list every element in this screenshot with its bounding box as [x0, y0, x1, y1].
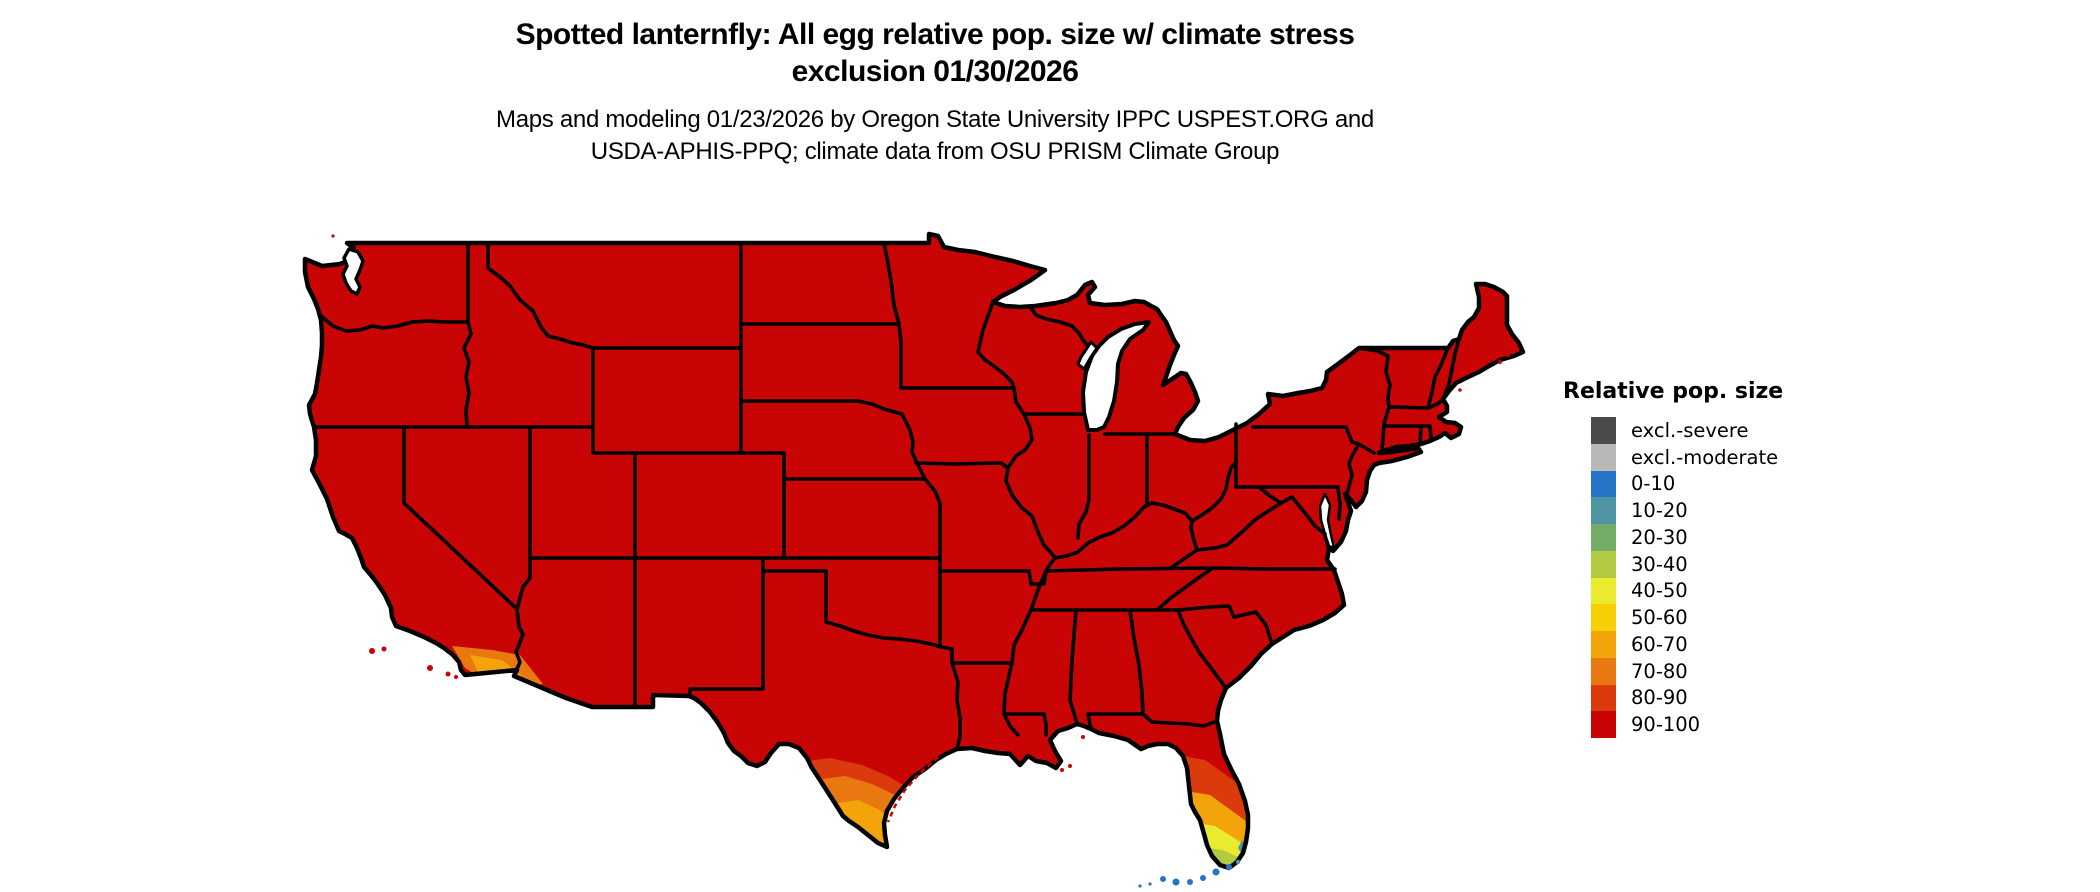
legend-label: 30-40	[1631, 552, 1688, 576]
legend-label: 90-100	[1631, 713, 1701, 737]
legend-swatch	[1591, 604, 1616, 631]
legend-label: 50-60	[1631, 606, 1688, 630]
legend-label: 20-30	[1631, 525, 1688, 549]
legend-row: 90-100	[1591, 711, 1783, 738]
conus-base	[305, 234, 1523, 868]
legend-swatch	[1591, 657, 1616, 685]
legend-swatch	[1591, 524, 1616, 551]
lakes	[341, 247, 1336, 550]
legend-title: Relative pop. size	[1563, 379, 1784, 404]
chesapeake-bay	[1318, 492, 1336, 550]
legend-swatch	[1591, 470, 1616, 498]
title-line-1: Spotted lanternfly: All egg relative pop…	[515, 18, 1355, 51]
legend-label: 80-90	[1631, 686, 1688, 710]
legend-row: 30-40	[1591, 550, 1783, 578]
legend-swatch	[1591, 711, 1616, 738]
lake-michigan	[1081, 320, 1151, 432]
legend-row: 70-80	[1591, 657, 1783, 685]
green-bay	[1076, 340, 1099, 371]
legend-row: 40-50	[1591, 577, 1783, 605]
legend-row: 10-20	[1591, 497, 1783, 524]
state-borders	[312, 241, 1461, 751]
maine-coast-speckles	[1458, 347, 1517, 392]
map-title: Spotted lanternfly: All egg relative pop…	[0, 16, 1870, 90]
legend-label: 60-70	[1631, 632, 1688, 656]
puget-sound	[341, 247, 365, 296]
legend-swatch	[1591, 417, 1616, 444]
legend-swatch	[1591, 684, 1616, 712]
padre-island-speckles	[886, 756, 939, 823]
legend-swatch	[1591, 577, 1616, 605]
map-subtitle: Maps and modeling 01/23/2026 by Oregon S…	[0, 104, 1870, 168]
subtitle-line-1: Maps and modeling 01/23/2026 by Oregon S…	[496, 106, 1374, 133]
legend-swatch	[1591, 631, 1616, 658]
legend-row: excl.-severe	[1591, 417, 1783, 444]
header: Spotted lanternfly: All egg relative pop…	[0, 16, 1870, 168]
legend: Relative pop. size excl.-severe excl.-mod…	[1563, 380, 1783, 738]
gulf-coast-speckles	[1060, 735, 1085, 772]
legend-row: 20-30	[1591, 524, 1783, 551]
legend-row: 50-60	[1591, 604, 1783, 631]
subtitle-line-2: USDA-APHIS-PPQ; climate data from OSU PR…	[590, 138, 1280, 165]
legend-label: 70-80	[1631, 659, 1688, 683]
legend-swatch	[1591, 443, 1616, 471]
legend-swatch	[1591, 497, 1616, 524]
legend-row: 80-90	[1591, 684, 1783, 712]
channel-islands-dots	[331, 234, 458, 679]
title-line-2: exclusion 01/30/2026	[791, 55, 1079, 88]
legend-label: 10-20	[1631, 499, 1688, 523]
legend-row: 60-70	[1591, 631, 1783, 658]
legend-rows: excl.-severe excl.-moderate 0-10 10-20 20-30…	[1591, 417, 1783, 738]
offshore-speckles	[331, 234, 1517, 888]
legend-swatch	[1591, 550, 1616, 578]
legend-row: 0-10	[1591, 470, 1783, 498]
legend-label: excl.-severe	[1631, 418, 1749, 442]
legend-label: excl.-moderate	[1631, 445, 1779, 469]
florida-keys-dots	[1138, 859, 1241, 888]
legend-row: excl.-moderate	[1591, 443, 1783, 471]
legend-label: 0-10	[1631, 472, 1676, 496]
legend-label: 40-50	[1631, 579, 1688, 603]
